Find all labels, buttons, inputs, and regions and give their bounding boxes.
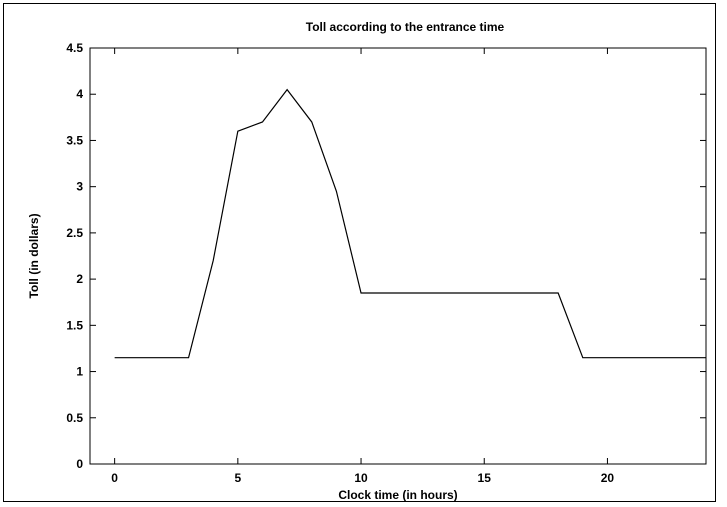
x-tick-label: 0 [111, 471, 118, 485]
y-tick-label: 3 [76, 180, 83, 194]
y-tick-label: 4.5 [66, 41, 83, 55]
x-tick-label: 15 [478, 471, 492, 485]
chart-title: Toll according to the entrance time [306, 20, 505, 34]
chart-frame [3, 3, 716, 502]
series-line [114, 88, 706, 359]
y-tick-label: 4 [76, 87, 83, 101]
y-tick-label: 0 [76, 457, 83, 471]
x-axis: 0 5 10 15 20 [111, 48, 614, 485]
y-axis: 0 0.5 1 1.5 2 2.5 3 3.5 4 4.5 [66, 41, 706, 471]
y-tick-label: 2.5 [66, 226, 83, 240]
x-tick-label: 10 [354, 471, 368, 485]
x-tick-label: 20 [601, 471, 615, 485]
y-tick-label: 3.5 [66, 133, 83, 147]
series-group [114, 88, 706, 359]
y-tick-label: 0.5 [66, 411, 83, 425]
x-tick-label: 5 [234, 471, 241, 485]
x-axis-label: Clock time (in hours) [338, 488, 457, 502]
y-tick-label: 1.5 [66, 318, 83, 332]
y-tick-label: 1 [76, 365, 83, 379]
y-tick-label: 2 [76, 272, 83, 286]
y-axis-label: Toll (in dollars) [27, 213, 41, 298]
plot-area [89, 47, 707, 465]
